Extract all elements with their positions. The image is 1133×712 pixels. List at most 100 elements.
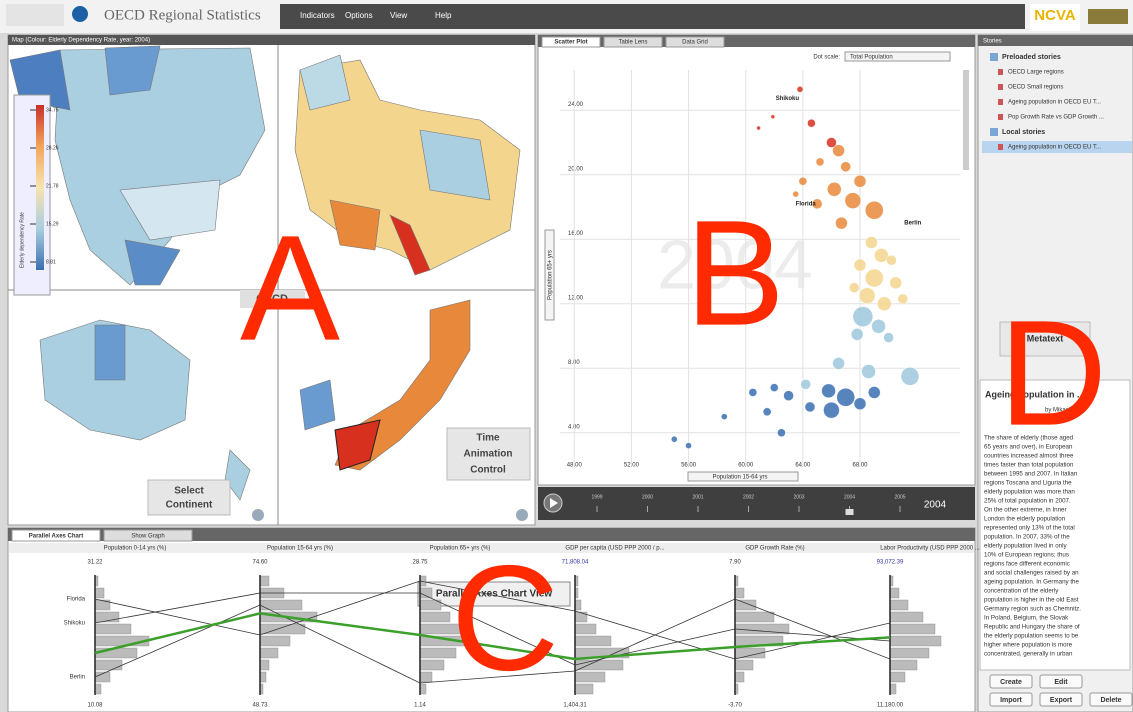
scatter-point[interactable] — [841, 162, 851, 172]
scatter-point[interactable] — [799, 177, 807, 185]
story-item[interactable]: OECD Large regions — [1008, 70, 1064, 76]
scatter-point[interactable] — [801, 379, 811, 389]
x-tick-label: 64.00 — [795, 463, 811, 469]
callout-text: Continent — [166, 500, 213, 511]
scatter-point[interactable] — [671, 436, 677, 442]
story-item[interactable]: OECD Small regions — [1008, 85, 1063, 91]
histogram-bar — [420, 612, 450, 622]
scatter-point[interactable] — [851, 328, 863, 340]
stories-title: Stories — [983, 39, 1002, 45]
column-header: GDP per capita (USD PPP 2000 / p... — [565, 546, 664, 552]
scatter-point[interactable] — [822, 384, 836, 398]
scatter-point[interactable] — [865, 237, 877, 249]
scatter-point[interactable] — [807, 119, 815, 127]
scatter-point[interactable] — [890, 277, 902, 289]
scatter-point[interactable] — [823, 402, 839, 418]
axis-min-label: 48.73 — [252, 703, 268, 709]
story-body-line: population is higher in the old East — [984, 597, 1079, 604]
scatter-point[interactable] — [749, 388, 757, 396]
scatter-point[interactable] — [721, 414, 727, 420]
histogram-bar — [890, 636, 941, 646]
scatter-point[interactable] — [833, 357, 845, 369]
story-body-line: 10% of European regions; thus — [984, 552, 1069, 559]
y-tick-label: 24.00 — [568, 102, 584, 108]
app-window: OECD Regional Statistics NCVA Map (Colou… — [0, 0, 1133, 712]
scatter-point[interactable] — [797, 86, 803, 92]
axis-min-label: -3.70 — [728, 703, 742, 709]
continent-button[interactable] — [252, 509, 264, 521]
scatter-point[interactable] — [835, 217, 847, 229]
scatter-point[interactable] — [877, 297, 891, 311]
legend-tick-label: 15.29 — [46, 221, 59, 227]
scatter-point[interactable] — [862, 364, 876, 378]
menu-item[interactable]: Options — [345, 11, 373, 20]
scatter-point[interactable] — [886, 255, 896, 265]
scatter-point[interactable] — [827, 182, 841, 196]
legend-title: Elderly dependency Rate — [19, 212, 25, 268]
scatter-point[interactable] — [854, 259, 866, 271]
scatter-point[interactable] — [771, 115, 775, 119]
story-body-line: the elderly population seems to be — [984, 633, 1079, 640]
scatter-point[interactable] — [865, 201, 883, 219]
oecd-logo-mark — [72, 6, 88, 22]
scatter-point[interactable] — [784, 391, 794, 401]
scatter-point[interactable] — [770, 384, 778, 392]
scatter-point[interactable] — [901, 367, 919, 385]
story-button-label: Export — [1050, 697, 1073, 704]
scatter-point[interactable] — [805, 402, 815, 412]
scatter-point[interactable] — [854, 175, 866, 187]
scatter-point[interactable] — [757, 126, 761, 130]
scatter-point[interactable] — [777, 429, 785, 437]
histogram-bar — [95, 624, 131, 634]
axis-max-label: 31.22 — [87, 560, 103, 566]
story-body-line: higher where population is more — [984, 642, 1073, 649]
menu-item[interactable]: Help — [435, 11, 452, 20]
callout-text: Time — [476, 433, 500, 444]
histogram-bar — [890, 660, 917, 670]
panel-letter: D — [999, 289, 1107, 457]
column-header: Population 15-64 yrs (%) — [267, 546, 333, 552]
story-item[interactable]: Ageing population in OECD EU T... — [1008, 100, 1101, 106]
scatter-point[interactable] — [816, 158, 824, 166]
menu-item[interactable]: View — [390, 11, 407, 20]
time-button[interactable] — [516, 509, 528, 521]
story-item[interactable]: Pop Growth Rate vs GDP Growth ... — [1008, 115, 1104, 121]
tab-label: Data Grid — [682, 40, 708, 46]
histogram-bar — [890, 648, 929, 658]
histogram-bar — [735, 660, 753, 670]
scatter-point[interactable] — [854, 398, 866, 410]
callout-text: Animation — [464, 449, 513, 460]
scatter-point[interactable] — [868, 386, 880, 398]
scatter-point[interactable] — [884, 333, 894, 343]
axis-max-label: 7.90 — [729, 560, 741, 566]
story-group[interactable]: Local stories — [1002, 129, 1045, 136]
scatter-point[interactable] — [686, 443, 692, 449]
story-body-line: Republic and Hungary the share of — [984, 624, 1080, 631]
story-body-line: concentration of the elderly — [984, 588, 1059, 595]
timeline-handle[interactable] — [846, 509, 854, 515]
menu-item[interactable]: Indicators — [300, 11, 335, 20]
scatter-point[interactable] — [849, 283, 859, 293]
scatter-point[interactable] — [853, 307, 873, 327]
scatter-point[interactable] — [833, 145, 845, 157]
scatter-point[interactable] — [793, 191, 799, 197]
histogram-bar — [890, 600, 908, 610]
timeline-tick-label: 2002 — [743, 494, 754, 500]
story-group[interactable]: Preloaded stories — [1002, 54, 1061, 61]
story-body-line: On the other extreme, in Inner — [984, 507, 1067, 514]
histogram-bar — [420, 660, 444, 670]
story-icon — [998, 69, 1003, 75]
story-icon — [998, 144, 1003, 150]
x-axis-label: Population 15-64 yrs — [712, 475, 767, 481]
story-icon — [998, 99, 1003, 105]
scatter-point[interactable] — [763, 408, 771, 416]
scatter-point[interactable] — [898, 294, 908, 304]
scatter-point[interactable] — [845, 193, 861, 209]
scatter-point[interactable] — [837, 388, 855, 406]
story-body-line: ageing population. In Germany the — [984, 579, 1079, 586]
story-item[interactable]: Ageing population in OECD EU T... — [1008, 145, 1101, 151]
scatter-point[interactable] — [865, 269, 883, 287]
scatter-point[interactable] — [859, 288, 875, 304]
scatter-point[interactable] — [872, 319, 886, 333]
histogram-bar — [575, 600, 581, 610]
